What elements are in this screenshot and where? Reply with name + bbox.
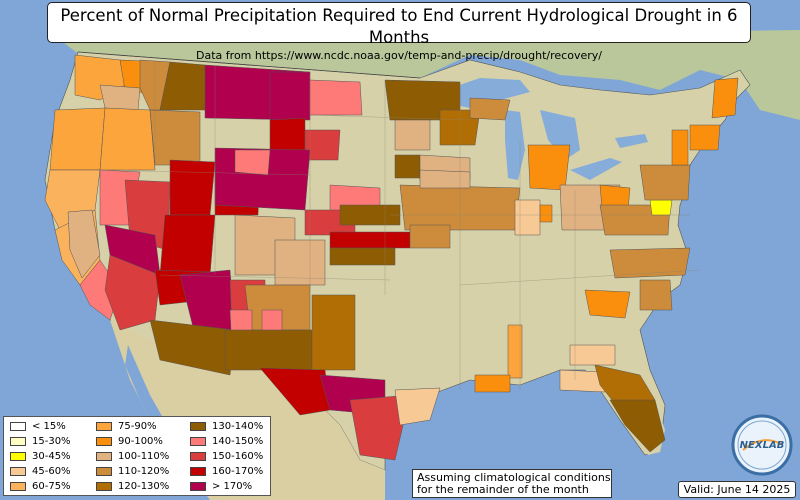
- region-mo-light: [419, 169, 471, 189]
- legend-label: 150-160%: [212, 451, 264, 462]
- note-line-1: Assuming climatological conditions: [417, 471, 611, 484]
- region-co-east: [274, 239, 326, 286]
- nexlab-logo: NEXLAB: [731, 414, 793, 476]
- lake-superior: [445, 78, 530, 108]
- region-me: [711, 77, 739, 119]
- region-ma: [689, 124, 721, 151]
- map-title: Percent of Normal Precipitation Required…: [60, 6, 738, 47]
- region-nd-east: [309, 79, 363, 116]
- legend-label: 75-90%: [118, 421, 157, 432]
- region-ut-north: [169, 159, 216, 216]
- legend-swatch: [96, 467, 112, 476]
- legend-swatch: [190, 482, 206, 491]
- legend-swatch: [10, 482, 26, 491]
- lake-ontario: [615, 134, 648, 148]
- legend-swatch: [190, 452, 206, 461]
- region-id-south: [149, 109, 201, 166]
- legend-swatch: [190, 422, 206, 431]
- legend-label: 60-75%: [32, 481, 71, 492]
- legend-label: 140-150%: [212, 436, 264, 447]
- legend-label: 160-170%: [212, 466, 264, 477]
- region-ms-orange: [507, 324, 523, 379]
- border-canada: [77, 51, 421, 79]
- region-fl-north: [559, 369, 606, 393]
- legend-label: 90-100%: [118, 436, 163, 447]
- legend-swatch: [190, 467, 206, 476]
- legend-swatch: [10, 422, 26, 431]
- legend-label: > 170%: [212, 481, 253, 492]
- region-ok-brown: [329, 247, 396, 266]
- legend-label: 110-120%: [118, 466, 170, 477]
- region-nm-south: [224, 329, 313, 371]
- region-wy-pink: [234, 149, 271, 176]
- region-ca-desert: [104, 254, 161, 331]
- legend-swatch: [10, 437, 26, 446]
- region-mi-lower: [527, 144, 571, 191]
- region-mi-up: [469, 97, 511, 121]
- legend-swatch: [10, 467, 26, 476]
- legend: < 15% 15-30% 30-45% 45-60% 60-75% 75-90% 90-10…: [3, 416, 271, 496]
- region-tx-panhandle: [311, 294, 356, 371]
- title-box: Percent of Normal Precipitation Required…: [47, 2, 751, 62]
- region-ia-brown: [394, 154, 421, 179]
- legend-swatch: [190, 437, 206, 446]
- map-subtitle: Data from https://www.ncdc.noaa.gov/temp…: [196, 49, 602, 62]
- legend-swatch: [96, 437, 112, 446]
- region-ga-east: [639, 279, 673, 311]
- region-in: [514, 199, 541, 236]
- region-pa: [639, 164, 691, 201]
- region-nc: [609, 247, 691, 279]
- legend-swatch: [96, 452, 112, 461]
- region-ut-south: [159, 214, 216, 276]
- region-nd: [269, 71, 311, 121]
- legend-swatch: [10, 452, 26, 461]
- region-ga-tan: [569, 344, 616, 366]
- region-sd-west: [269, 117, 306, 151]
- assumption-note: Assuming climatological conditions for t…: [412, 469, 612, 498]
- valid-date: Valid: June 14 2025: [678, 481, 796, 498]
- legend-label: 45-60%: [32, 466, 71, 477]
- lake-erie: [570, 158, 622, 180]
- legend-label: 15-30%: [32, 436, 71, 447]
- region-ca-valley: [67, 209, 101, 279]
- region-or-east: [99, 107, 156, 171]
- logo-text: NEXLAB: [740, 440, 785, 451]
- lake-huron: [540, 110, 580, 160]
- legend-label: 100-110%: [118, 451, 170, 462]
- region-ny-orange: [671, 129, 689, 166]
- region-az-south: [149, 319, 236, 376]
- region-mn-south: [394, 119, 431, 151]
- region-wa-inland: [99, 84, 141, 111]
- note-line-2: for the remainder of the month: [417, 483, 589, 496]
- state-borders: [99, 62, 701, 390]
- drought-regions: [44, 54, 739, 461]
- legend-label: 130-140%: [212, 421, 264, 432]
- region-ks-red: [329, 231, 411, 249]
- legend-label: 30-45%: [32, 451, 71, 462]
- region-tx-coast: [394, 387, 441, 426]
- region-md-yellow: [649, 199, 673, 216]
- legend-swatch: [96, 482, 112, 491]
- region-fl-south: [609, 399, 666, 453]
- legend-label: 120-130%: [118, 481, 170, 492]
- legend-label: < 15%: [32, 421, 66, 432]
- canada-land: [60, 30, 800, 120]
- region-ar: [409, 224, 451, 249]
- region-sc-orange: [584, 289, 631, 319]
- region-tx-south: [349, 394, 411, 461]
- legend-swatch: [96, 422, 112, 431]
- region-or-west: [49, 107, 106, 171]
- region-il-orange: [539, 204, 553, 223]
- region-la-orange: [474, 374, 511, 393]
